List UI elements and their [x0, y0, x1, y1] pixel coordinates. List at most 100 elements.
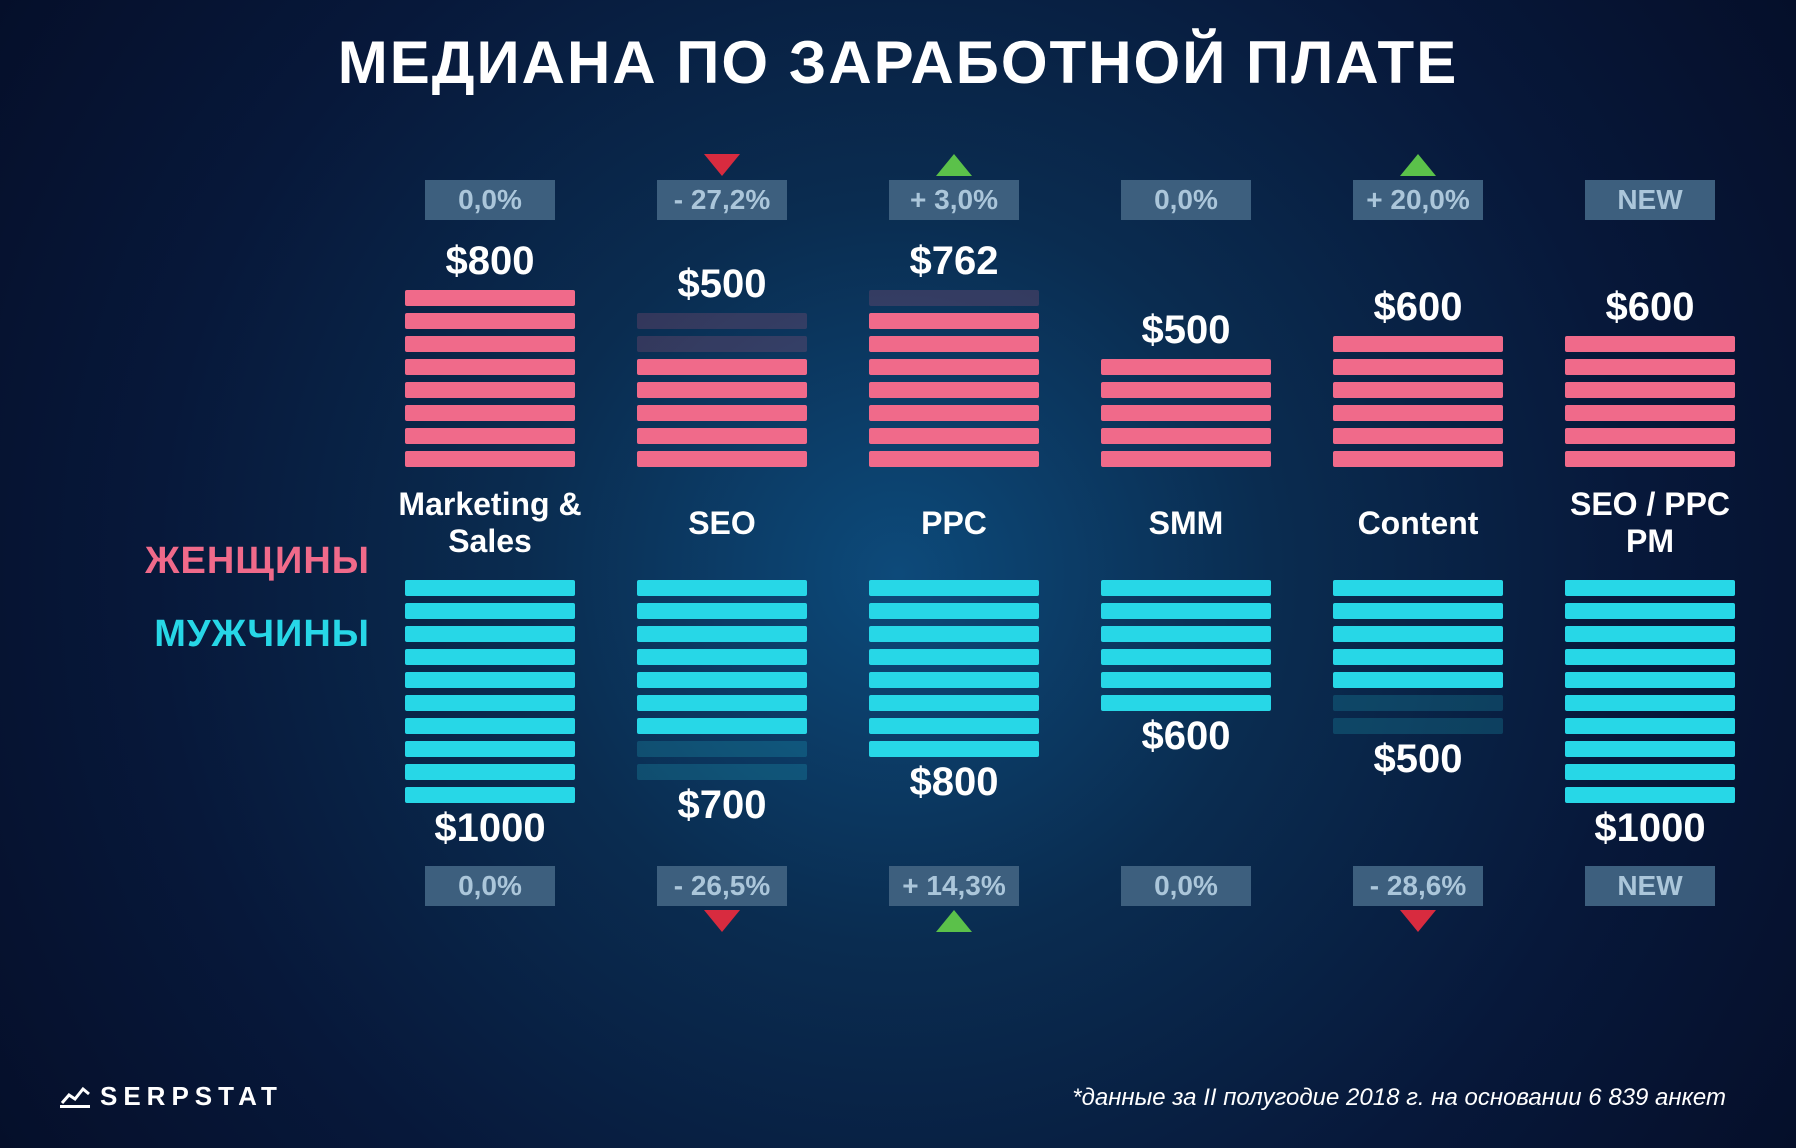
bar-segment	[1565, 787, 1735, 803]
bar-segment	[405, 718, 575, 734]
bar-segment	[1565, 695, 1735, 711]
bar-segment	[869, 603, 1039, 619]
bar-segment	[1101, 603, 1271, 619]
bar-female	[1333, 332, 1503, 470]
bar-male	[1333, 576, 1503, 737]
chart-column: NEW$600SEO / PPC PM$1000NEW	[1550, 150, 1750, 936]
bar-segment	[869, 313, 1039, 329]
bar-segment	[869, 695, 1039, 711]
bar-segment-faded	[637, 336, 807, 352]
bar-segment	[405, 649, 575, 665]
bar-segment	[1333, 672, 1503, 688]
arrow-up-icon	[936, 154, 972, 176]
bar-segment	[1565, 405, 1735, 421]
bar-segment	[637, 382, 807, 398]
bar-segment	[405, 336, 575, 352]
category-label: SEO	[688, 478, 756, 568]
value-female: $500	[1142, 305, 1231, 355]
bar-male	[1101, 576, 1271, 714]
value-male: $600	[1142, 714, 1231, 759]
bar-male	[869, 576, 1039, 760]
bar-segment	[869, 428, 1039, 444]
bar-segment	[405, 290, 575, 306]
delta-badge-male: - 28,6%	[1353, 866, 1483, 906]
bar-segment-faded	[869, 290, 1039, 306]
bar-female-wrap: $800	[390, 220, 590, 470]
category-label: SMM	[1149, 478, 1224, 568]
bar-segment	[405, 603, 575, 619]
arrow-bottom	[1400, 906, 1436, 936]
bar-segment	[869, 451, 1039, 467]
bar-segment	[869, 718, 1039, 734]
bar-segment	[405, 313, 575, 329]
bar-segment	[405, 580, 575, 596]
value-female: $600	[1374, 282, 1463, 332]
chart-column: - 27,2%$500SEO$700- 26,5%	[622, 150, 822, 936]
bar-segment	[1565, 451, 1735, 467]
bar-segment	[637, 695, 807, 711]
bar-segment	[405, 764, 575, 780]
value-female: $762	[910, 236, 999, 286]
arrow-top	[704, 150, 740, 180]
delta-badge-male: NEW	[1585, 866, 1715, 906]
brand-logo: SERPSTAT	[60, 1081, 283, 1112]
bar-male-wrap: $600	[1086, 576, 1286, 866]
delta-badge-male: 0,0%	[425, 866, 555, 906]
bar-segment	[637, 649, 807, 665]
bar-segment	[637, 626, 807, 642]
bar-female	[637, 309, 807, 470]
arrow-top	[1400, 150, 1436, 180]
bar-segment	[869, 336, 1039, 352]
bar-segment	[405, 787, 575, 803]
bar-segment	[1333, 603, 1503, 619]
bar-female	[869, 286, 1039, 470]
bar-female	[1101, 355, 1271, 470]
delta-badge-female: - 27,2%	[657, 180, 787, 220]
delta-badge-female: NEW	[1585, 180, 1715, 220]
bar-female	[405, 286, 575, 470]
bar-segment	[1565, 382, 1735, 398]
bar-segment	[1101, 695, 1271, 711]
arrow-top	[936, 150, 972, 180]
chart-title: МЕДИАНА ПО ЗАРАБОТНОЙ ПЛАТЕ	[0, 0, 1796, 97]
delta-badge-female: + 20,0%	[1353, 180, 1483, 220]
value-female: $600	[1606, 282, 1695, 332]
bar-segment	[637, 405, 807, 421]
bar-segment	[1101, 428, 1271, 444]
brand-text: SERPSTAT	[100, 1081, 283, 1112]
bar-segment	[1101, 580, 1271, 596]
arrow-down-icon	[1400, 910, 1436, 932]
bar-segment	[869, 382, 1039, 398]
bar-segment	[869, 405, 1039, 421]
arrow-bottom	[936, 906, 972, 936]
bar-female-wrap: $600	[1550, 220, 1750, 470]
bar-segment	[405, 405, 575, 421]
bar-segment	[1101, 405, 1271, 421]
bar-segment	[405, 451, 575, 467]
value-male: $800	[910, 760, 999, 805]
chart-column: + 20,0%$600Content$500- 28,6%	[1318, 150, 1518, 936]
bar-female	[1565, 332, 1735, 470]
value-male: $1000	[434, 806, 545, 851]
bar-segment	[1101, 451, 1271, 467]
bar-male-wrap: $800	[854, 576, 1054, 866]
legend-male: МУЖЧИНЫ	[110, 613, 370, 656]
bar-segment	[1333, 382, 1503, 398]
delta-badge-female: 0,0%	[425, 180, 555, 220]
bar-segment	[1101, 359, 1271, 375]
bar-segment	[405, 695, 575, 711]
category-label: PPC	[921, 478, 987, 568]
bar-segment	[1565, 428, 1735, 444]
bar-segment	[1101, 672, 1271, 688]
bar-segment	[1565, 672, 1735, 688]
delta-badge-male: + 14,3%	[889, 866, 1019, 906]
bar-male	[637, 576, 807, 783]
bar-female-wrap: $500	[1086, 220, 1286, 470]
bar-female-wrap: $500	[622, 220, 822, 470]
bar-segment	[869, 741, 1039, 757]
bar-segment	[1565, 764, 1735, 780]
logo-icon	[60, 1085, 90, 1109]
chart-column: 0,0%$500SMM$6000,0%	[1086, 150, 1286, 936]
chart-column: + 3,0%$762PPC$800+ 14,3%	[854, 150, 1054, 936]
footer-note: *данные за II полугодие 2018 г. на основ…	[1072, 1084, 1726, 1112]
